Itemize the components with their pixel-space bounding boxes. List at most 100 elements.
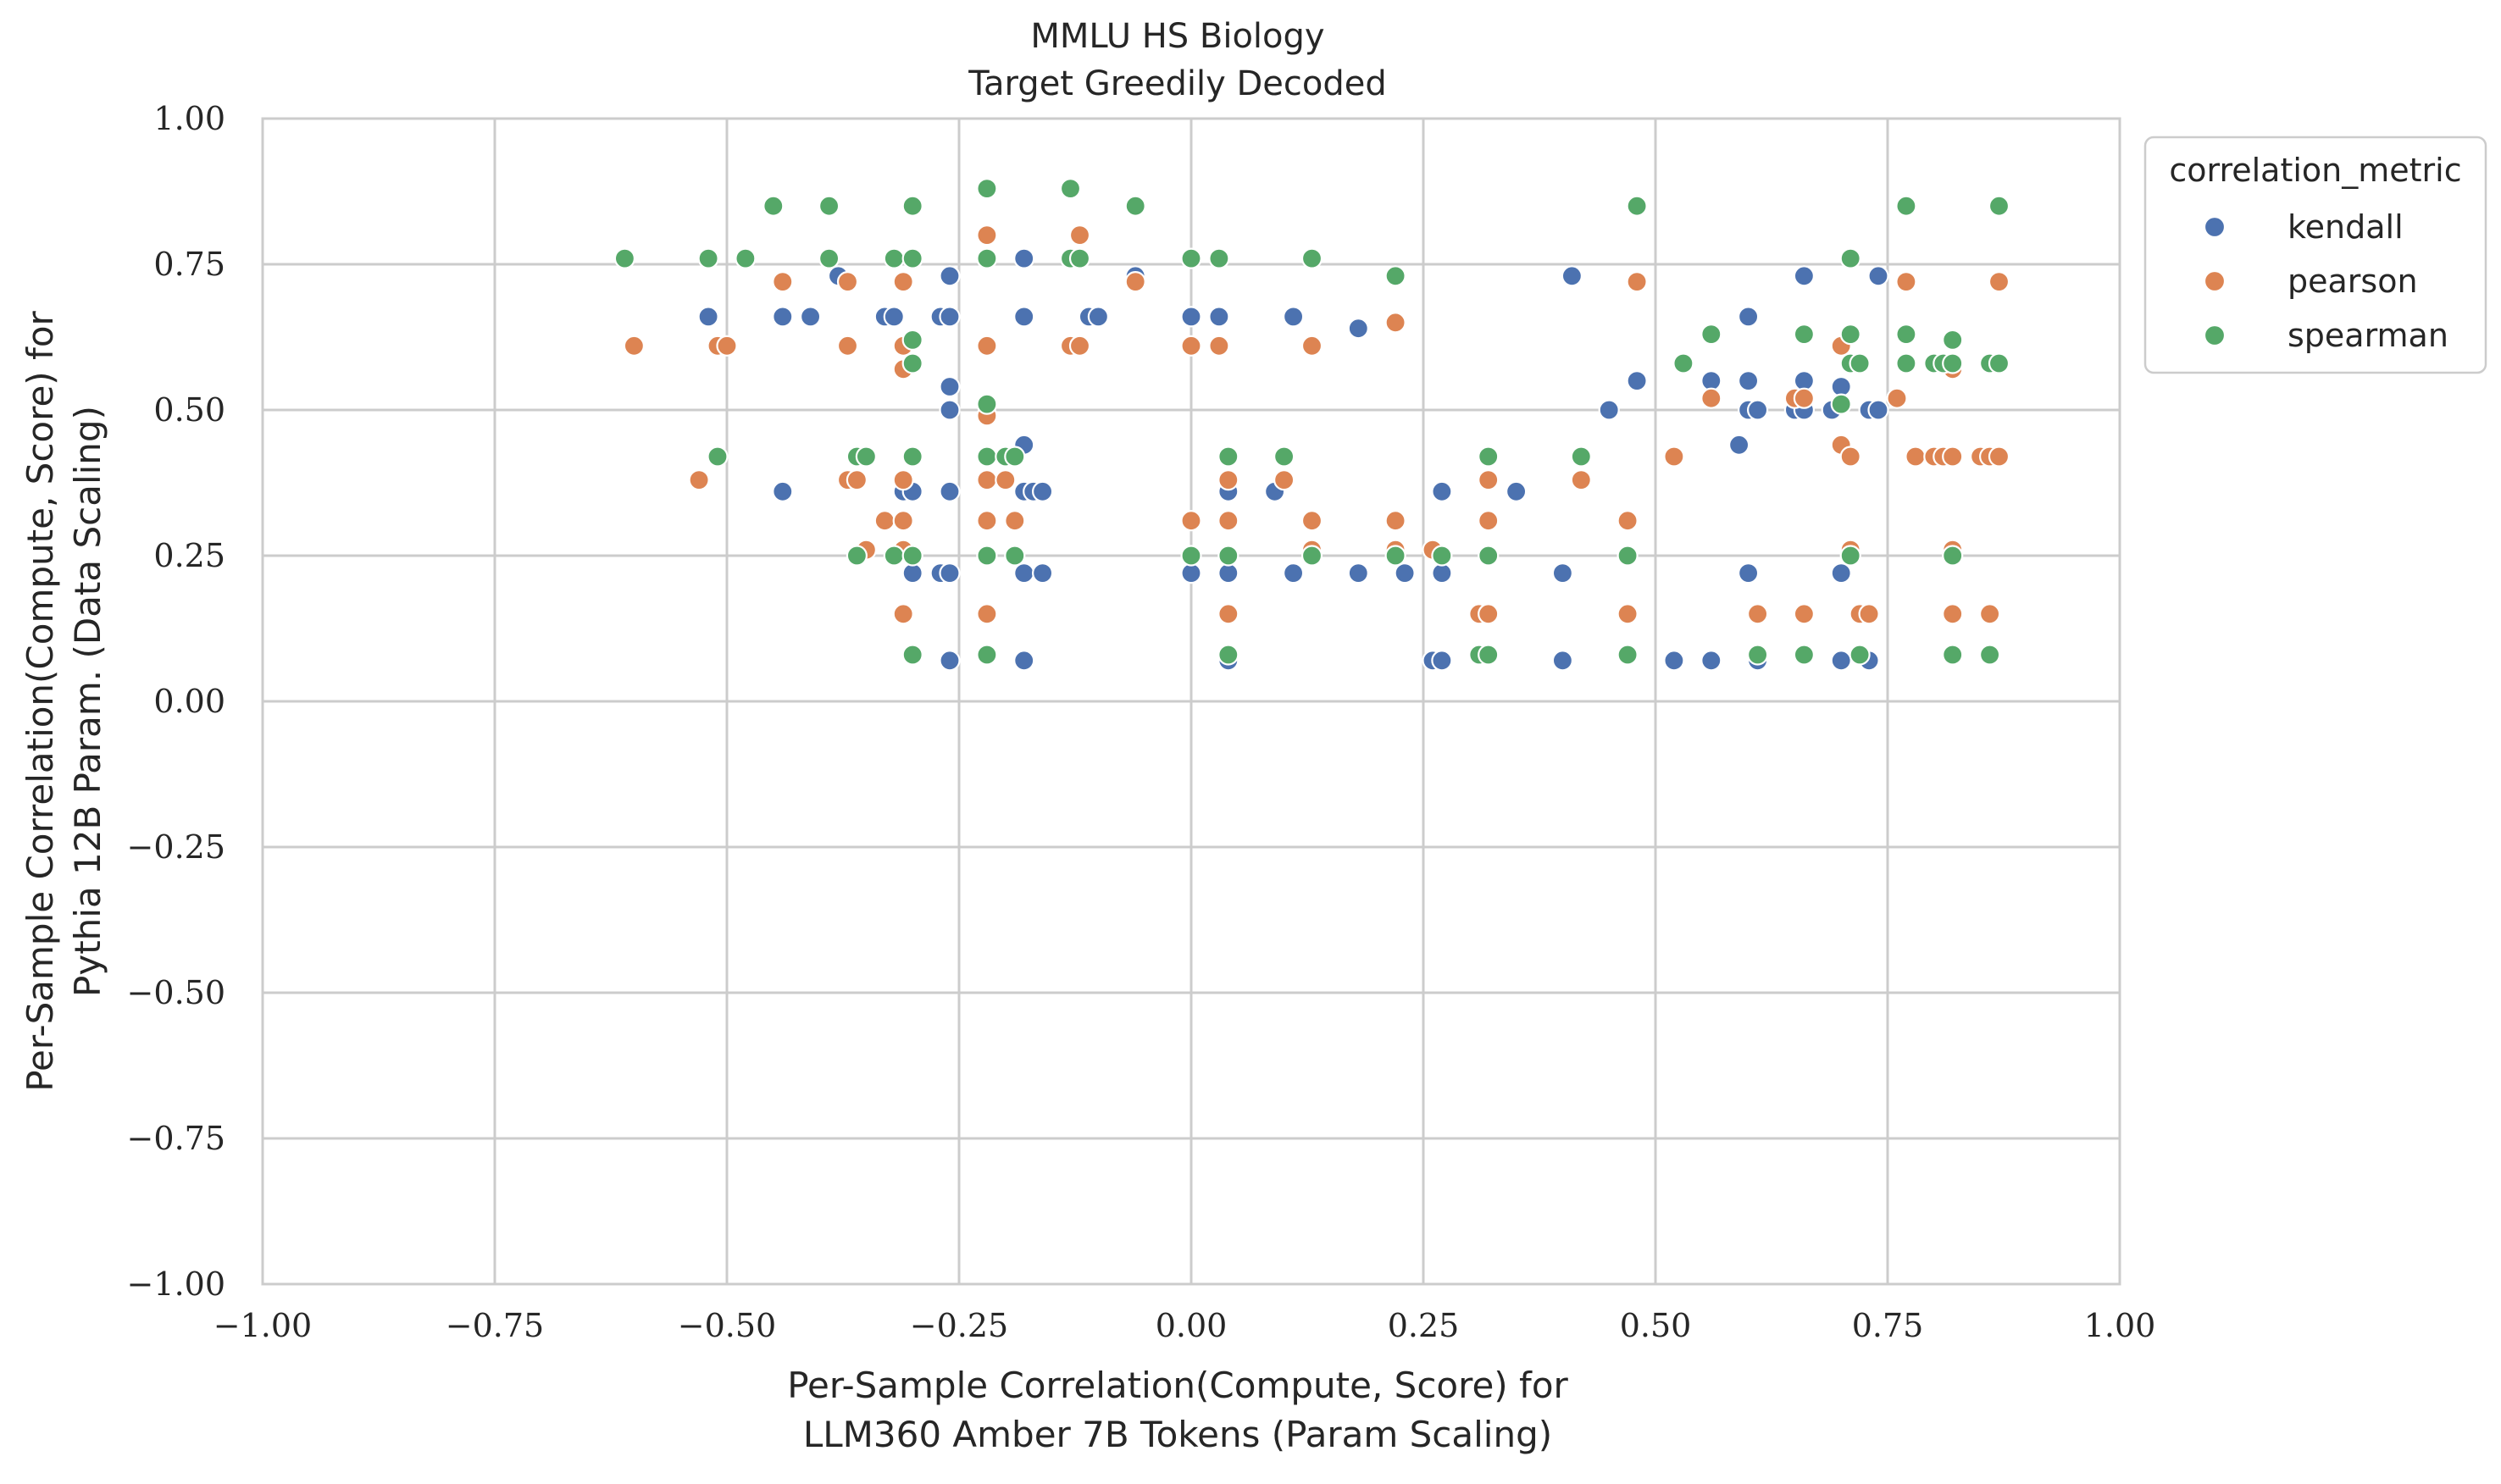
data-point-kendall — [1013, 247, 1035, 269]
data-point-kendall — [939, 480, 961, 502]
y-tick-label: 1.00 — [153, 100, 225, 137]
data-point-kendall — [1431, 650, 1453, 672]
x-tick-label: 0.75 — [1852, 1307, 1924, 1344]
data-point-kendall — [1867, 399, 1889, 421]
data-point-spearman — [1217, 446, 1239, 468]
data-point-spearman — [976, 446, 998, 468]
legend-box — [2143, 136, 2487, 374]
data-point-pearson — [1663, 446, 1685, 468]
y-tick-label: −0.50 — [127, 974, 225, 1011]
data-point-spearman — [1839, 545, 1861, 567]
data-point-pearson — [1979, 603, 2001, 625]
data-point-spearman — [1747, 644, 1769, 666]
data-point-pearson — [1273, 468, 1295, 491]
data-point-pearson — [1839, 446, 1861, 468]
data-point-spearman — [818, 195, 840, 217]
data-point-pearson — [716, 335, 738, 357]
data-point-spearman — [1384, 265, 1406, 287]
data-point-spearman — [1300, 247, 1323, 269]
x-tick-label: −0.75 — [446, 1307, 544, 1344]
data-point-spearman — [1830, 393, 1852, 415]
x-tick-label: −0.50 — [678, 1307, 776, 1344]
data-point-pearson — [976, 603, 998, 625]
data-point-kendall — [939, 306, 961, 328]
data-point-spearman — [1208, 247, 1230, 269]
data-point-pearson — [1478, 510, 1500, 532]
data-point-pearson — [836, 271, 859, 293]
data-point-spearman — [1793, 324, 1815, 346]
data-point-kendall — [1830, 562, 1852, 584]
data-points — [613, 178, 2010, 672]
data-point-pearson — [836, 335, 859, 357]
data-point-spearman — [1672, 352, 1694, 374]
data-point-spearman — [1384, 545, 1406, 567]
y-tick-label: 0.25 — [153, 537, 225, 574]
data-point-pearson — [1068, 335, 1091, 357]
data-point-pearson — [1124, 271, 1146, 293]
data-point-pearson — [1478, 468, 1500, 491]
data-point-spearman — [1849, 644, 1871, 666]
data-point-spearman — [1988, 352, 2010, 374]
data-point-pearson — [1180, 335, 1202, 357]
data-point-pearson — [1384, 510, 1406, 532]
data-point-pearson — [1886, 387, 1908, 409]
data-point-spearman — [1616, 545, 1639, 567]
y-tick-label: 0.50 — [153, 391, 225, 429]
data-point-spearman — [883, 247, 905, 269]
x-tick-label: 0.25 — [1388, 1307, 1460, 1344]
x-tick-label: −1.00 — [214, 1307, 312, 1344]
y-tick-label: −0.75 — [127, 1120, 225, 1157]
data-point-pearson — [1478, 603, 1500, 625]
data-point-pearson — [1858, 603, 1880, 625]
data-point-pearson — [1942, 446, 1964, 468]
data-point-spearman — [1979, 644, 2001, 666]
legend-label-pearson: pearson — [2288, 263, 2418, 300]
data-point-pearson — [846, 468, 868, 491]
series-pearson — [623, 224, 2010, 625]
data-point-kendall — [939, 562, 961, 584]
x-tick-label: 0.50 — [1620, 1307, 1692, 1344]
data-point-kendall — [1700, 650, 1722, 672]
data-point-pearson — [1905, 446, 1927, 468]
data-point-spearman — [901, 644, 923, 666]
data-point-pearson — [995, 468, 1017, 491]
data-point-spearman — [1273, 446, 1295, 468]
data-point-spearman — [1988, 195, 2010, 217]
data-point-spearman — [901, 352, 923, 374]
data-point-kendall — [1013, 650, 1035, 672]
data-point-kendall — [1598, 399, 1620, 421]
data-point-spearman — [697, 247, 719, 269]
data-point-kendall — [1738, 562, 1760, 584]
data-point-kendall — [939, 375, 961, 398]
data-point-spearman — [976, 178, 998, 200]
legend-marker-spearman — [2203, 324, 2226, 347]
data-point-kendall — [1551, 562, 1574, 584]
data-point-pearson — [772, 271, 794, 293]
legend-marker-pearson — [2203, 269, 2226, 293]
chart-title: MMLU HS Biology — [1030, 17, 1324, 56]
data-point-spearman — [901, 195, 923, 217]
data-point-pearson — [1384, 312, 1406, 334]
data-point-spearman — [762, 195, 785, 217]
data-point-pearson — [976, 335, 998, 357]
data-point-pearson — [1616, 603, 1639, 625]
data-point-spearman — [1004, 446, 1026, 468]
data-point-spearman — [1124, 195, 1146, 217]
data-point-kendall — [1663, 650, 1685, 672]
data-point-pearson — [1988, 446, 2010, 468]
data-point-spearman — [1478, 446, 1500, 468]
data-point-spearman — [1626, 195, 1648, 217]
x-tick-label: 0.00 — [1156, 1307, 1228, 1344]
data-point-pearson — [892, 603, 914, 625]
data-point-spearman — [707, 446, 729, 468]
data-point-spearman — [1300, 545, 1323, 567]
data-point-kendall — [1347, 562, 1369, 584]
data-point-spearman — [1478, 545, 1500, 567]
data-point-spearman — [1004, 545, 1026, 567]
data-point-kendall — [1431, 480, 1453, 502]
data-point-kendall — [1867, 265, 1889, 287]
data-point-kendall — [1394, 562, 1416, 584]
x-tick-label: 1.00 — [2084, 1307, 2156, 1344]
data-point-spearman — [1895, 352, 1917, 374]
data-point-spearman — [1895, 195, 1917, 217]
